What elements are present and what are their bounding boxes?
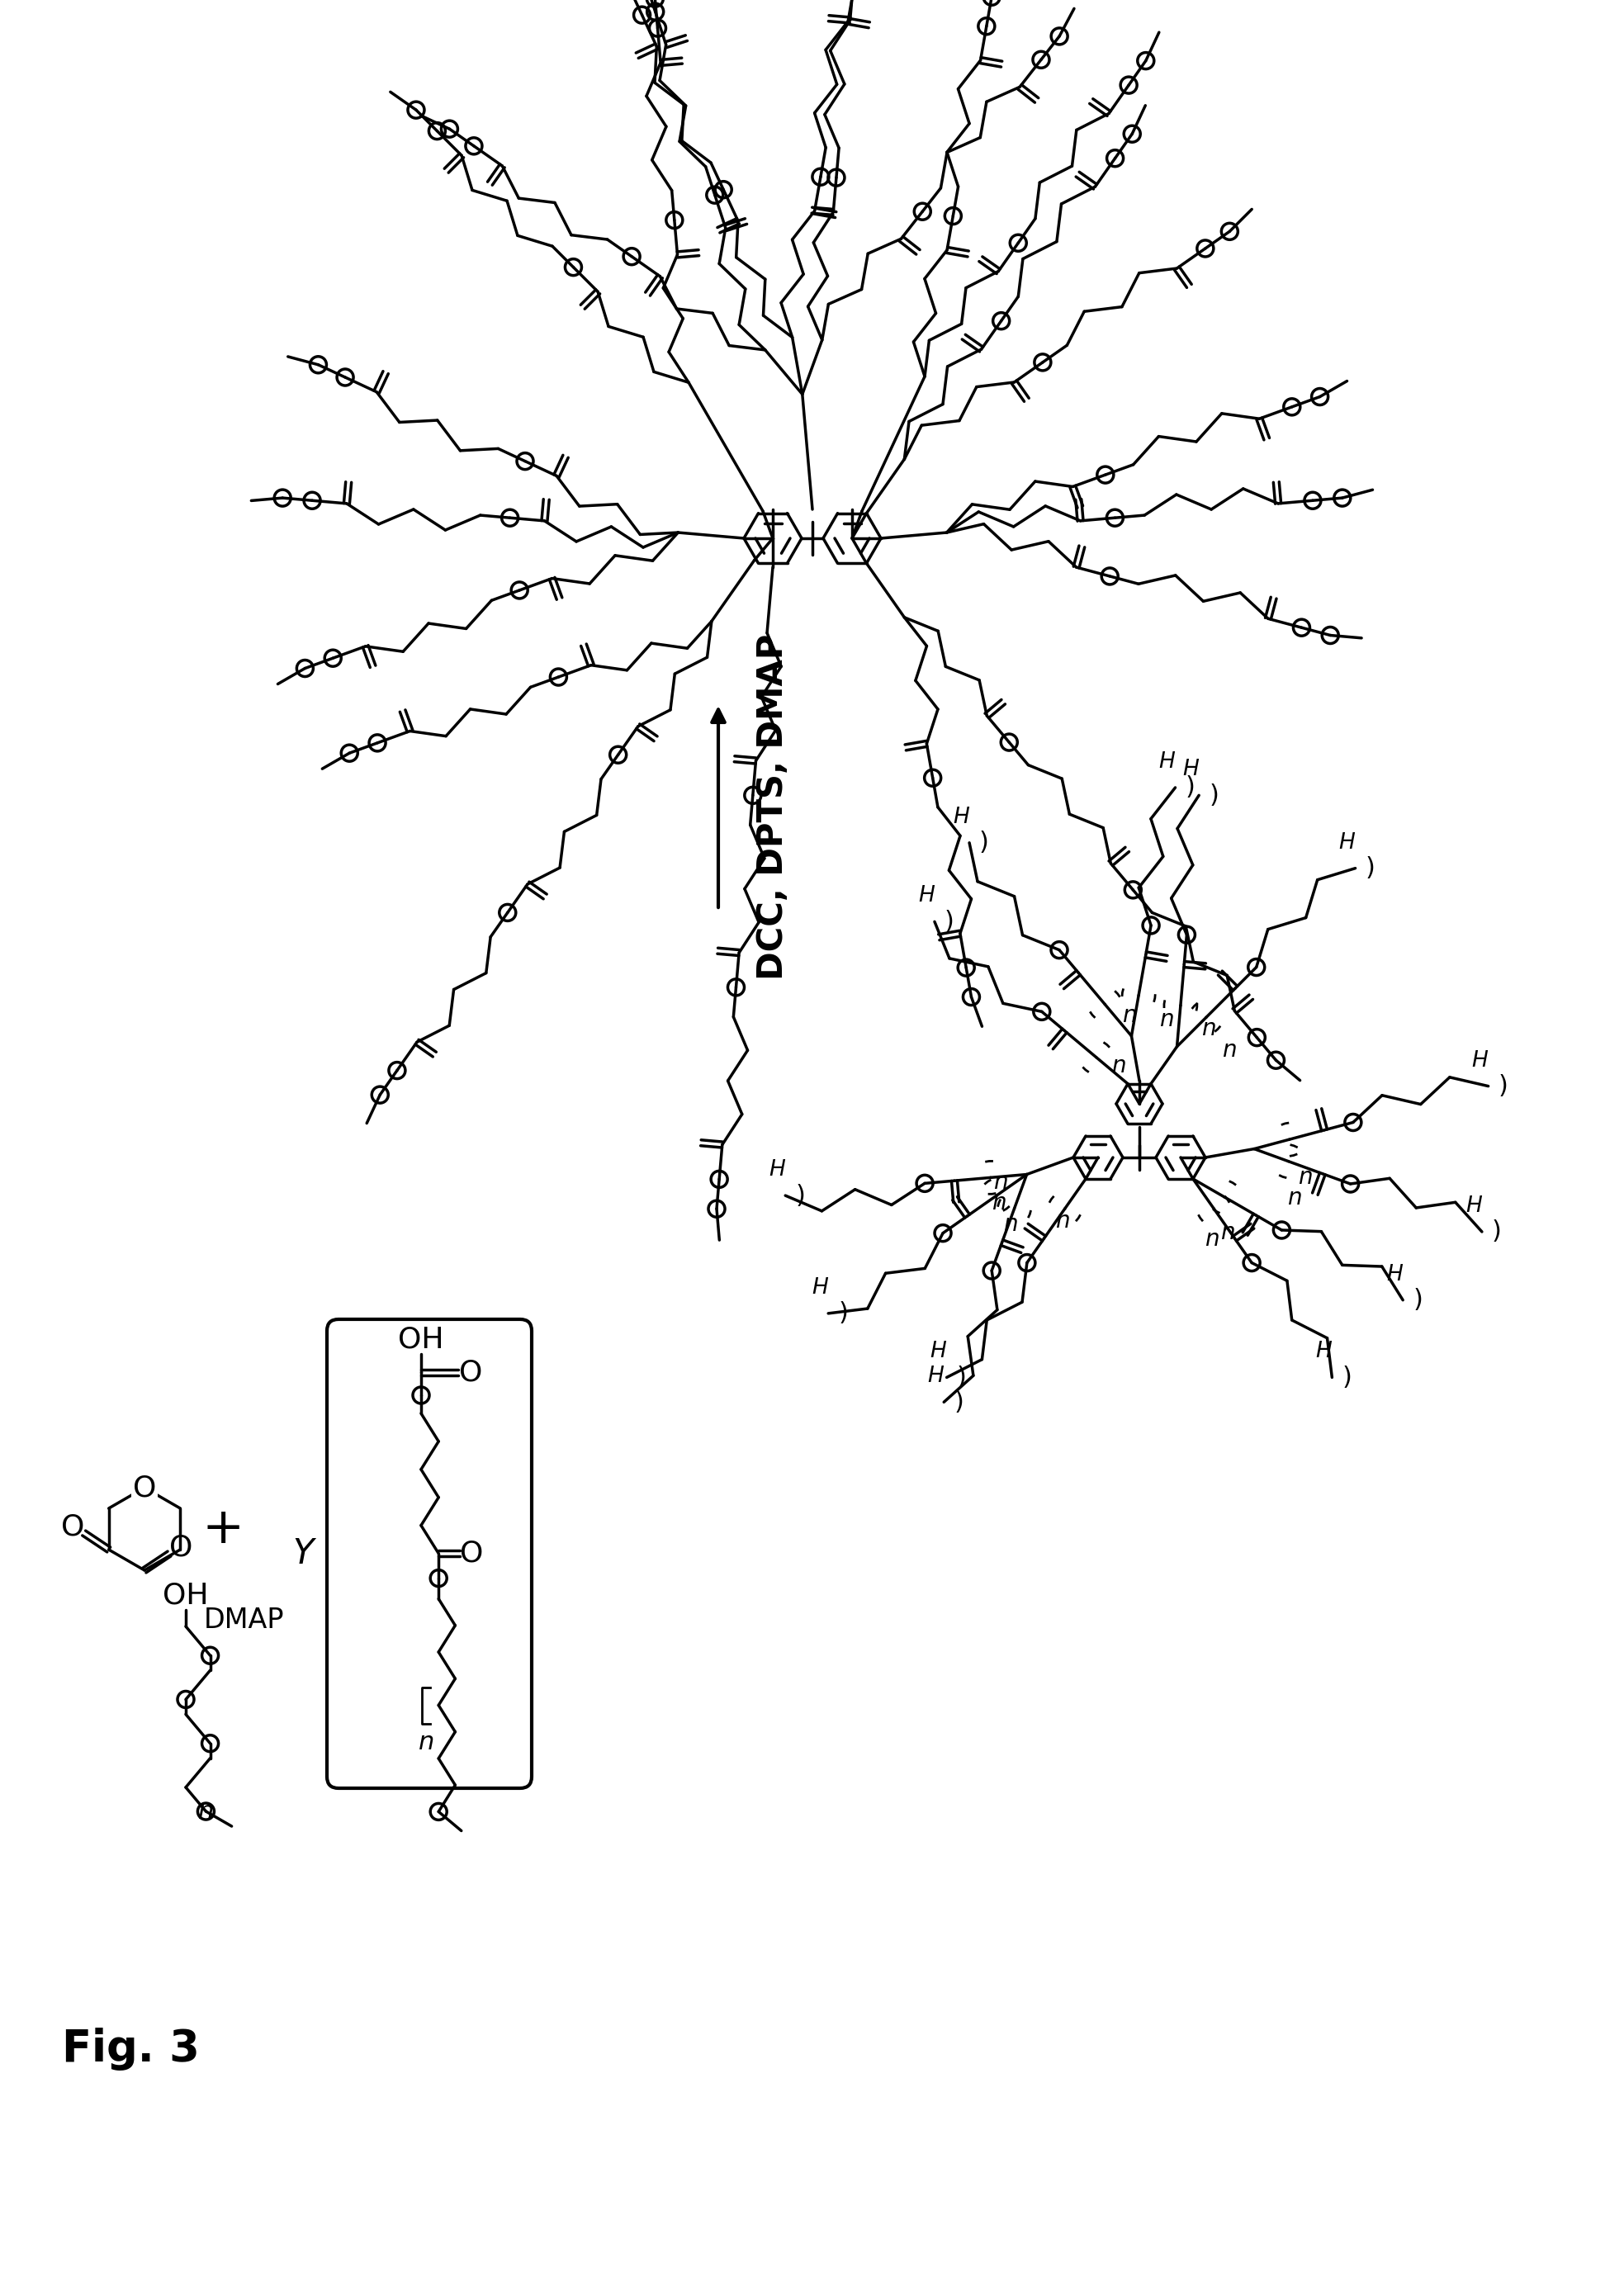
Text: DCC, DPTS, DMAP: DCC, DPTS, DMAP (755, 634, 791, 979)
Text: n: n (992, 1191, 1007, 1216)
Text: n: n (1205, 1229, 1220, 1252)
Text: H: H (1465, 1195, 1481, 1218)
Text: n: n (1056, 1209, 1070, 1231)
Text: ): ) (1341, 1365, 1351, 1390)
Text: H: H (1182, 759, 1199, 782)
Text: O: O (460, 1540, 484, 1568)
Text: O: O (169, 1534, 193, 1561)
Text: H: H (931, 1340, 947, 1363)
Text: ): ) (945, 909, 955, 934)
Text: n: n (994, 1170, 1009, 1195)
Text: H: H (953, 807, 970, 827)
Text: n: n (1202, 1018, 1216, 1041)
Text: H: H (1160, 752, 1176, 772)
Text: ): ) (957, 1365, 966, 1390)
Text: n: n (1111, 1054, 1125, 1077)
Text: ): ) (979, 832, 989, 854)
Text: Y: Y (292, 1536, 313, 1570)
Text: n: n (198, 1799, 214, 1824)
Text: n: n (1004, 1213, 1018, 1236)
Text: OH: OH (162, 1581, 208, 1609)
Text: ): ) (1492, 1220, 1502, 1243)
Text: n: n (419, 1729, 434, 1754)
Text: n: n (1298, 1166, 1312, 1188)
Text: H: H (927, 1365, 944, 1388)
Text: O: O (60, 1513, 84, 1540)
Text: ): ) (953, 1390, 963, 1413)
Text: ): ) (1499, 1075, 1509, 1097)
Text: H: H (812, 1277, 828, 1300)
Text: OH: OH (398, 1325, 443, 1354)
Text: ): ) (796, 1184, 806, 1206)
Text: n: n (1160, 1009, 1174, 1031)
Text: O: O (133, 1475, 156, 1502)
Text: H: H (1315, 1340, 1332, 1363)
Text: ): ) (838, 1302, 848, 1325)
Text: n: n (1286, 1186, 1301, 1209)
Text: n: n (1220, 1222, 1234, 1245)
Text: H: H (768, 1159, 786, 1181)
Text: Fig. 3: Fig. 3 (62, 2027, 200, 2070)
Text: n: n (1221, 1038, 1236, 1061)
Text: H: H (1338, 832, 1356, 854)
Text: H: H (918, 886, 934, 907)
Text: ): ) (1208, 784, 1218, 807)
Text: +: + (201, 1504, 244, 1554)
FancyBboxPatch shape (326, 1320, 531, 1788)
Text: n: n (1122, 1004, 1137, 1027)
Text: ): ) (1413, 1288, 1423, 1311)
Text: ): ) (1186, 775, 1195, 800)
Text: H: H (1387, 1263, 1403, 1286)
Text: ): ) (1366, 857, 1376, 879)
Text: H: H (1471, 1050, 1488, 1072)
Text: O: O (460, 1359, 482, 1386)
Text: DMAP: DMAP (203, 1606, 284, 1634)
